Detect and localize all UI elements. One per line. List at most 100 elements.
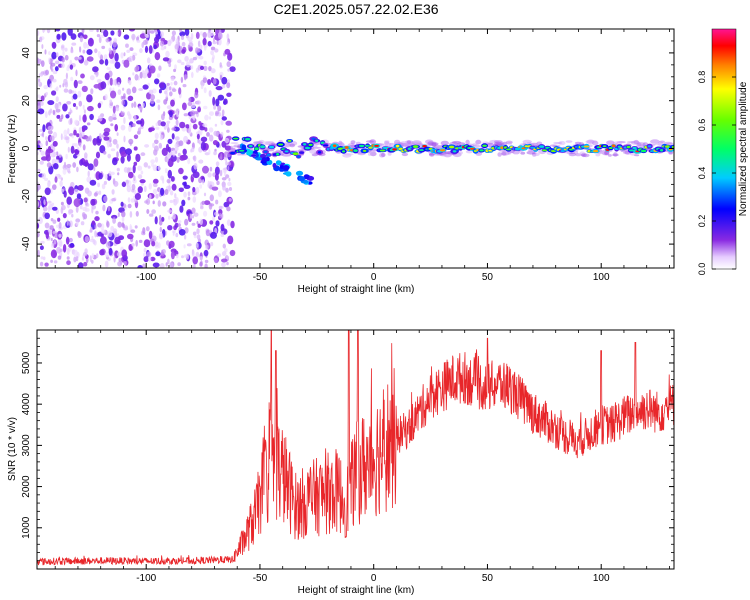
spectrogram-noise-speck: [85, 136, 90, 142]
spectrogram-noise-speck: [95, 151, 101, 159]
spectrogram-trace-point: [269, 145, 275, 149]
spectrogram-noise-speck: [159, 214, 162, 222]
spectrogram-noise-speck: [94, 230, 97, 238]
spectrogram-noise-speck: [165, 50, 170, 58]
spectrogram-noise-speck: [98, 115, 103, 122]
spectrogram-noise-speck: [86, 122, 91, 126]
spectrogram-noise-speck: [154, 145, 159, 152]
spectrogram-trace-point: [260, 145, 266, 149]
spectrogram-noise-speck: [83, 34, 88, 40]
spectrogram-noise-speck: [96, 34, 101, 38]
spectrogram-noise-speck: [145, 29, 151, 35]
spectrogram-branch-speck: [298, 176, 305, 182]
spectrogram-trace-point: [245, 138, 251, 141]
spectrogram-noise-speck: [89, 75, 95, 81]
spectrogram-noise-speck: [146, 209, 150, 214]
spectrogram-noise-speck: [123, 135, 126, 143]
spectrogram-noise-speck: [55, 108, 61, 113]
spectrogram-noise-speck: [126, 185, 132, 193]
spectrogram-noise-speck: [179, 45, 183, 51]
spectrogram-noise-speck: [73, 79, 78, 89]
spectrogram-noise-speck: [148, 45, 153, 54]
spectrogram-noise-speck: [116, 167, 120, 172]
spectrogram-noise-speck: [54, 176, 58, 183]
spectrogram-trace-point: [251, 154, 257, 157]
spectrogram-noise-speck: [196, 221, 199, 225]
spectrogram-noise-speck: [67, 146, 70, 153]
spectrogram-noise-speck: [221, 116, 227, 121]
spectrogram-trace-point: [232, 137, 239, 140]
spectrogram-noise-speck: [133, 114, 137, 122]
spectrogram-noise-speck: [193, 163, 198, 170]
spectrogram-noise-speck: [187, 191, 191, 196]
spectrogram-noise-speck: [156, 73, 161, 78]
spectrogram-noise-speck: [81, 85, 88, 93]
spectrogram-noise-speck: [67, 128, 70, 135]
spectrogram-noise-speck: [54, 60, 60, 65]
spectrogram-noise-speck: [143, 39, 147, 46]
spectrogram-noise-speck: [188, 97, 192, 103]
spectrogram-halo-speck: [409, 141, 420, 145]
spectrogram-halo-speck: [475, 139, 482, 145]
spectrogram-noise-speck: [66, 163, 72, 168]
spectrogram-halo-speck: [472, 144, 480, 148]
spectrogram-noise-speck: [128, 113, 132, 120]
spectrogram-noise-speck: [92, 66, 99, 73]
spectrogram-noise-speck: [128, 55, 133, 63]
spectrogram-noise-speck: [93, 165, 96, 172]
spectrogram-noise-speck: [183, 234, 187, 240]
spectrogram-noise-speck: [199, 65, 205, 70]
spectrogram-noise-speck: [171, 183, 177, 191]
spectrogram-noise-speck: [174, 136, 180, 141]
spectrogram-noise-speck: [186, 253, 190, 260]
spectrogram-noise-speck: [61, 32, 67, 41]
spectrogram-noise-speck: [91, 235, 94, 241]
spectrogram-noise-speck: [50, 237, 53, 242]
spectrogram-halo-speck: [482, 141, 489, 144]
spectrogram-noise-speck: [94, 48, 98, 54]
spectrogram-noise-speck: [228, 187, 233, 191]
spectrogram-noise-speck: [192, 263, 196, 268]
spectrogram-noise-speck: [52, 70, 58, 75]
spectrogram-halo-speck: [350, 140, 356, 145]
spectrogram-noise-speck: [202, 31, 207, 39]
spectrogram-noise-speck: [142, 72, 147, 79]
spectrogram-noise-speck: [54, 102, 59, 110]
spectrogram-noise-speck: [131, 183, 136, 191]
spectrogram-noise-speck: [202, 77, 208, 83]
spectrogram-noise-speck: [191, 222, 196, 226]
spectrogram-noise-speck: [220, 223, 225, 232]
spectrogram-noise-speck: [41, 172, 46, 180]
spectrogram-halo-speck: [458, 151, 463, 155]
spectrogram-noise-speck: [37, 249, 40, 257]
spectrogram-noise-speck: [183, 135, 189, 143]
spectrogram-noise-speck: [103, 131, 110, 137]
spectrogram-noise-speck: [214, 123, 218, 127]
spectrogram-noise-speck: [160, 187, 165, 196]
spectrogram-noise-speck: [75, 143, 78, 148]
spectrogram-noise-speck: [227, 161, 231, 166]
spectrogram-noise-speck: [74, 56, 79, 61]
spectrogram-noise-speck: [81, 127, 86, 133]
spectrogram-noise-speck: [175, 119, 179, 126]
spectrogram-trace-point: [418, 149, 425, 152]
spectrogram-halo-speck: [381, 152, 386, 157]
spectrogram-noise-speck: [83, 252, 88, 257]
spectrogram-halo-speck: [650, 139, 660, 144]
spectrogram-noise-speck: [187, 101, 193, 107]
spectrogram-noise-speck: [69, 117, 73, 125]
spectrogram-noise-speck: [136, 39, 141, 43]
spectrogram-noise-speck: [207, 31, 212, 38]
spectrogram-trace-point: [647, 145, 652, 148]
spectrogram-noise-speck: [108, 115, 114, 122]
spectrogram-noise-speck: [58, 241, 63, 248]
spectrogram-noise-speck: [78, 132, 83, 140]
snr-y-label: SNR (10 * v/v): [7, 417, 18, 481]
spectrogram-noise-speck: [203, 105, 208, 110]
spectrogram-noise-speck: [48, 51, 51, 56]
spectrogram-noise-speck: [97, 182, 100, 188]
spectrogram-halo-speck: [493, 141, 503, 146]
spectrogram-noise-speck: [48, 57, 51, 64]
spectrogram-noise-speck: [50, 243, 55, 248]
spectrogram-noise-speck: [153, 44, 158, 50]
